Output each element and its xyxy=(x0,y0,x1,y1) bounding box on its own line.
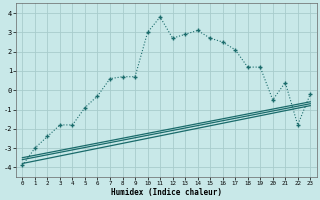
X-axis label: Humidex (Indice chaleur): Humidex (Indice chaleur) xyxy=(111,188,222,197)
